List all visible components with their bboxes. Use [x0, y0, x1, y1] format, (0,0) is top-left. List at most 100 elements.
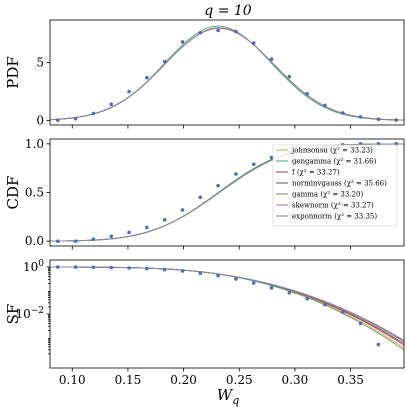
cdf-y-tick-label: 1.0 — [25, 137, 44, 151]
x-tick-label: 0.20 — [170, 373, 197, 387]
sf-y-axis-label: SF — [4, 304, 22, 325]
sf-y-tick-label: 100 — [23, 259, 44, 274]
x-tick-label: 0.25 — [226, 373, 253, 387]
cdf-data-point — [162, 217, 167, 222]
sf-data-point — [162, 267, 167, 272]
panel-pdf: 0 5 PDF — [4, 19, 405, 129]
cdf-data-point — [73, 239, 78, 243]
legend-entry: norminvgauss (χ² = 35.66) — [292, 180, 387, 188]
legend-box — [272, 144, 398, 227]
cdf-data-point — [180, 208, 185, 212]
legend-entry: johnsonsu (χ² = 33.23) — [291, 147, 373, 155]
pdf-data-point — [180, 40, 185, 44]
legend-entry: skewnorm (χ² = 33.27) — [292, 202, 374, 210]
pdf-axes-frame — [49, 19, 405, 126]
cdf-y-tick-label: 0.0 — [25, 234, 44, 248]
sf-data-point — [180, 269, 185, 273]
sf-data-point — [127, 266, 131, 270]
sf-curve-norminvgauss — [50, 266, 404, 345]
pdf-data-point — [109, 102, 114, 107]
sf-data-point — [73, 265, 78, 269]
pdf-data-point — [323, 103, 327, 108]
sf-curve-gamma — [50, 266, 404, 343]
pdf-curve-gengamma — [50, 25, 404, 121]
sf-data-point — [305, 296, 309, 301]
x-tick-label: 0.10 — [59, 373, 86, 387]
cdf-data-point — [145, 225, 149, 230]
pdf-curve-f — [50, 27, 404, 121]
cdf-data-point — [127, 230, 131, 235]
pdf-data-point — [358, 115, 363, 119]
pdf-curve-johnsonsu — [50, 27, 404, 121]
legend-entry: gengamma (χ² = 31.66) — [292, 158, 377, 166]
x-axis-label: Wq — [217, 386, 239, 407]
cdf-data-point — [269, 155, 274, 160]
sf-data-point — [376, 342, 381, 347]
sf-y-tick-exponent: −2 — [31, 306, 44, 316]
cdf-y-axis-label: CDF — [4, 176, 22, 210]
cdf-data-point — [55, 239, 60, 243]
pdf-curve-gamma — [50, 27, 404, 121]
panels-group: 0 5 PDF 0.0 0.5 1.0 CDF johnsonsu (χ² = 33.23) g… — [4, 19, 405, 387]
sf-data-point — [216, 273, 220, 278]
pdf-data-point — [216, 28, 220, 33]
pdf-data-point — [269, 57, 274, 62]
pdf-data-point — [145, 75, 149, 80]
pdf-data-point — [73, 116, 78, 121]
chart-title: q = 10 — [204, 3, 252, 19]
sf-data-point — [358, 321, 363, 326]
pdf-data-point — [305, 92, 309, 96]
cdf-data-point — [234, 172, 238, 176]
cdf-data-point — [109, 234, 114, 239]
sf-data-point — [340, 310, 345, 314]
x-tick-label: 0.30 — [282, 373, 309, 387]
cdf-data-point — [198, 195, 203, 200]
sf-data-point — [323, 302, 327, 307]
pdf-data-point — [376, 117, 381, 122]
x-tick-label: 0.35 — [337, 373, 364, 387]
sf-data-point — [251, 281, 256, 285]
x-tick-label: 0.15 — [115, 373, 142, 387]
pdf-data-point — [394, 118, 399, 122]
pdf-data-point — [340, 111, 345, 115]
pdf-data-point — [127, 89, 131, 94]
sf-y-tick-exponent: 0 — [38, 259, 44, 269]
pdf-y-axis-label: PDF — [4, 56, 22, 89]
sf-data-point — [269, 286, 274, 290]
pdf-data-point — [287, 74, 292, 79]
sf-data-point — [287, 291, 292, 295]
legend-entry: f (χ² = 33.27) — [292, 169, 340, 177]
sf-data-point — [234, 277, 238, 281]
sf-data-point — [55, 265, 60, 269]
pdf-y-tick-label: 0 — [36, 113, 44, 127]
sf-data-point — [91, 265, 96, 270]
cdf-data-point — [251, 162, 256, 167]
pdf-curve-norminvgauss — [50, 27, 404, 121]
pdf-data-point — [55, 118, 60, 122]
pdf-data-point — [162, 59, 167, 64]
sf-data-point — [198, 271, 203, 275]
x-axis-label-subscript: q — [232, 394, 239, 407]
pdf-curve-exponnorm — [50, 27, 404, 121]
cdf-data-point — [216, 183, 220, 188]
sf-curve-exponnorm — [50, 266, 404, 341]
pdf-data-point — [91, 111, 96, 116]
legend-entry: gamma (χ² = 33.20) — [292, 191, 363, 199]
pdf-y-tick-label: 5 — [36, 56, 44, 70]
sf-curve-skewnorm — [50, 266, 404, 342]
sf-curve-f — [50, 266, 404, 346]
sf-curve-johnsonsu — [50, 266, 404, 349]
sf-data-point — [109, 265, 114, 270]
sf-curve-gengamma — [50, 266, 404, 351]
pdf-curve-skewnorm — [50, 27, 404, 121]
cdf-data-point — [91, 237, 96, 241]
sf-data-point — [145, 266, 149, 271]
pdf-data-point — [234, 29, 238, 34]
legend-entry: exponnorm (χ² = 33.35) — [292, 213, 377, 221]
cdf-y-tick-label: 0.5 — [25, 186, 44, 200]
panel-cdf: 0.0 0.5 1.0 CDF johnsonsu (χ² = 33.23) gengam… — [4, 137, 405, 250]
pdf-curves — [50, 25, 404, 121]
pdf-data-point — [251, 41, 256, 45]
